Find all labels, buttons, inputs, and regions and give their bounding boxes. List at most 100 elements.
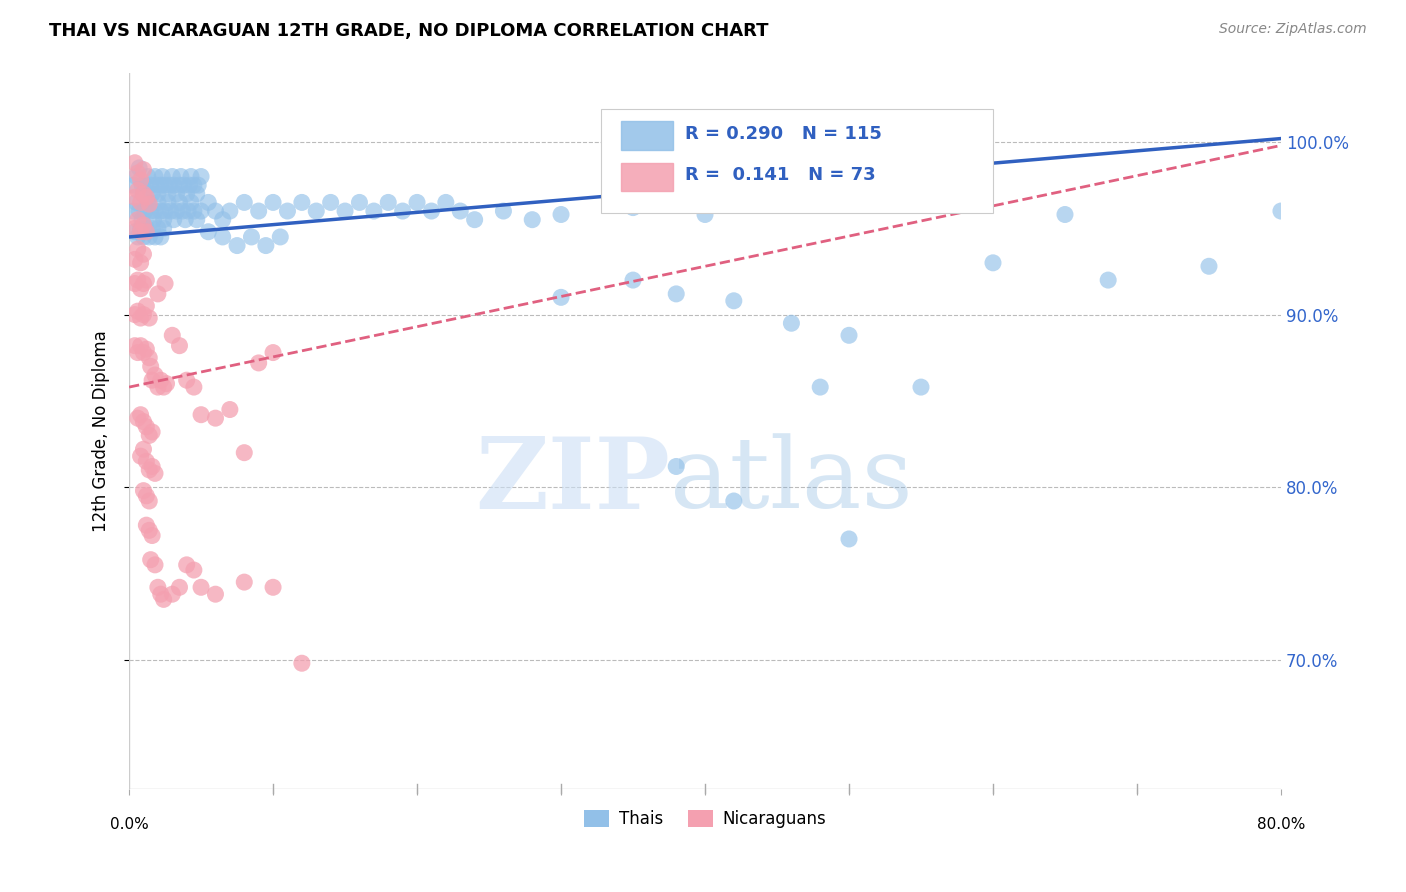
Point (981, 256, 1004, 270)
Point (162, 587, 184, 601)
Point (166, 204, 188, 219)
Point (129, 195, 152, 210)
Point (146, 186, 169, 201)
Point (183, 204, 205, 219)
Point (183, 178, 205, 193)
Point (333, 204, 356, 219)
Point (291, 657, 314, 671)
Point (135, 190, 157, 204)
Point (127, 273, 149, 287)
Point (149, 587, 172, 601)
Point (122, 178, 145, 193)
Point (132, 345, 155, 359)
Point (176, 558, 198, 572)
Point (190, 169, 212, 184)
Point (160, 204, 183, 219)
Point (138, 463, 160, 477)
Point (218, 204, 240, 219)
Point (665, 459, 688, 474)
Point (127, 183, 149, 197)
Point (723, 293, 745, 308)
Point (169, 339, 191, 353)
Point (211, 212, 233, 227)
Point (143, 204, 166, 219)
Point (550, 207, 572, 221)
Point (204, 411, 226, 425)
Point (176, 186, 198, 201)
Point (218, 402, 240, 417)
Point (183, 563, 205, 577)
Point (262, 195, 284, 210)
Point (146, 195, 169, 210)
Point (247, 204, 270, 219)
Point (492, 204, 515, 219)
Point (122, 204, 145, 219)
Point (134, 178, 156, 193)
Point (180, 195, 202, 210)
Point (132, 218, 155, 232)
Point (162, 169, 184, 184)
FancyBboxPatch shape (621, 121, 672, 150)
Point (135, 299, 157, 313)
Point (226, 238, 249, 252)
Point (291, 195, 314, 210)
Point (132, 230, 155, 244)
Point (129, 221, 152, 235)
Point (139, 552, 162, 566)
Point (153, 204, 176, 219)
Point (127, 166, 149, 180)
Point (1270, 204, 1292, 219)
Point (142, 212, 165, 227)
Point (136, 169, 159, 184)
Point (132, 277, 155, 291)
Point (838, 532, 860, 546)
Point (124, 277, 146, 291)
Point (180, 169, 202, 184)
Point (146, 221, 169, 235)
Point (127, 304, 149, 318)
Point (132, 415, 155, 429)
Point (269, 230, 291, 244)
Point (211, 230, 233, 244)
Point (305, 204, 328, 219)
Point (124, 225, 146, 239)
Point (155, 376, 177, 391)
Point (132, 162, 155, 177)
Point (124, 155, 146, 169)
Point (136, 195, 159, 210)
Point (173, 178, 195, 193)
Point (169, 178, 191, 193)
Point (156, 195, 179, 210)
Point (146, 380, 169, 394)
Point (723, 494, 745, 508)
Point (262, 580, 284, 594)
Point (132, 186, 155, 201)
Point (132, 483, 155, 498)
Y-axis label: 12th Grade, No Diploma: 12th Grade, No Diploma (93, 330, 110, 532)
Point (124, 190, 146, 204)
Point (129, 449, 152, 463)
Point (157, 178, 180, 193)
Point (143, 558, 166, 572)
Point (153, 178, 176, 193)
Point (138, 197, 160, 211)
Point (197, 195, 219, 210)
Point (138, 230, 160, 244)
Point (141, 186, 163, 201)
Point (449, 204, 471, 219)
Point (153, 277, 176, 291)
Point (143, 169, 166, 184)
Point (124, 339, 146, 353)
Point (183, 380, 205, 394)
Point (143, 368, 166, 382)
Point (240, 230, 263, 244)
Point (177, 204, 200, 219)
Text: Source: ZipAtlas.com: Source: ZipAtlas.com (1219, 22, 1367, 37)
Point (150, 169, 173, 184)
Point (163, 178, 186, 193)
Point (233, 575, 256, 590)
Point (262, 345, 284, 359)
Point (129, 173, 152, 187)
Point (125, 195, 148, 210)
Point (766, 195, 789, 210)
